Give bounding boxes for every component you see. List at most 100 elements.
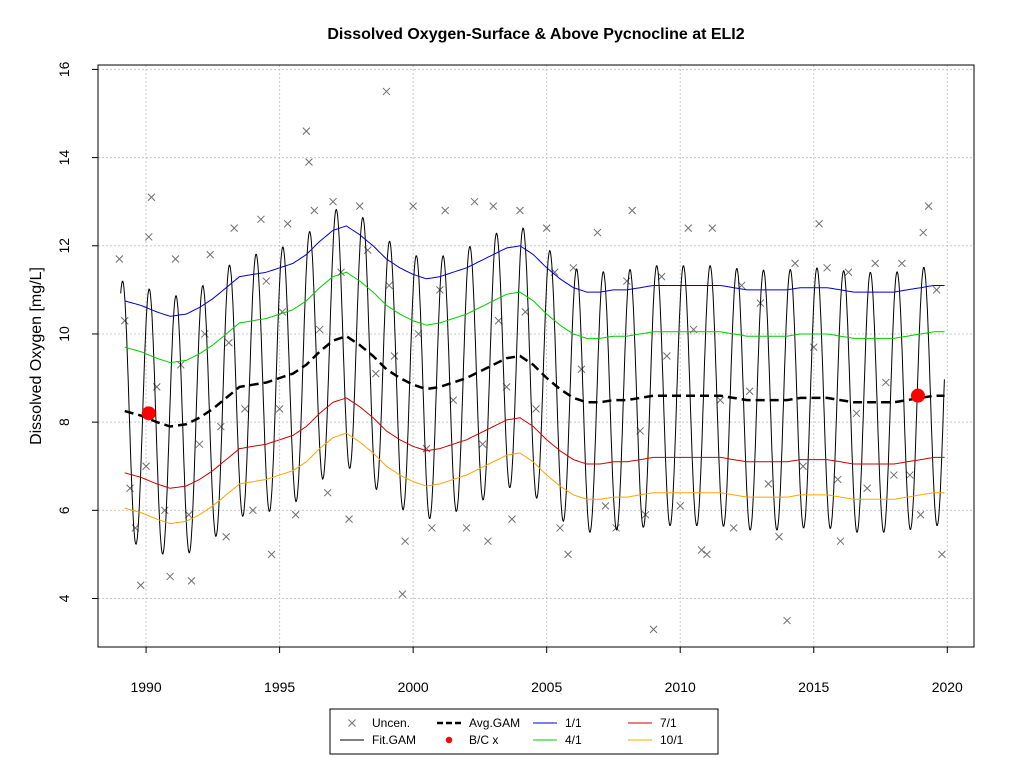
observation-point	[494, 316, 503, 325]
observation-point	[305, 158, 313, 166]
observation-point	[697, 546, 706, 554]
observation-point	[401, 537, 409, 546]
observation-point	[329, 197, 337, 206]
x-tick-label: 2005	[531, 679, 562, 695]
observation-point	[703, 550, 711, 559]
observation-point	[815, 219, 823, 228]
legend-label: Uncen.	[372, 716, 410, 730]
legend-item: 10/1	[628, 733, 684, 747]
x-tick-label: 2015	[798, 679, 829, 695]
legend-label: B/C x	[469, 733, 498, 747]
observation-point	[390, 352, 399, 360]
seasonal-series	[124, 225, 945, 525]
observation-point	[882, 378, 890, 387]
observation-point	[657, 272, 666, 281]
observation-point	[120, 316, 129, 325]
observation-point	[729, 524, 738, 532]
bc-point	[141, 406, 156, 421]
observation-point	[924, 202, 933, 210]
legend-item: Uncen.	[348, 716, 410, 730]
observation-point	[478, 440, 487, 449]
observation-point	[257, 215, 265, 224]
observation-point	[126, 484, 134, 493]
legend-swatch	[348, 719, 356, 727]
observation-point	[516, 206, 524, 215]
observation-point	[262, 277, 271, 285]
legend-label: 7/1	[660, 716, 677, 730]
observation-point	[764, 480, 773, 488]
observation-point	[115, 255, 124, 263]
observation-point	[217, 422, 225, 431]
legend-label: Fit.GAM	[372, 733, 416, 747]
observation-point	[799, 462, 807, 471]
observation-point	[649, 625, 658, 634]
observation-point	[462, 524, 471, 532]
y-tick-label: 12	[56, 238, 72, 254]
observation-point	[564, 550, 572, 559]
observation-point	[302, 127, 311, 135]
observation-point	[160, 506, 169, 515]
observation-point	[382, 87, 391, 96]
observation-point	[852, 409, 861, 418]
series-7-1-line	[124, 397, 945, 489]
avg-gam-series	[124, 334, 945, 428]
x-tick-label: 2010	[665, 679, 696, 695]
x-tick-label: 2000	[398, 679, 429, 695]
legend-item: Fit.GAM	[340, 733, 416, 747]
observation-point	[890, 471, 898, 479]
legend-label: 10/1	[660, 733, 684, 747]
observation-point	[676, 502, 685, 510]
observation-point	[906, 471, 914, 479]
y-tick-label: 14	[56, 150, 72, 166]
observation-point	[938, 550, 946, 559]
observation-point	[663, 352, 671, 360]
x-tick-label: 1990	[130, 679, 161, 695]
legend-item: Avg.GAM	[437, 716, 520, 730]
observation-point	[206, 250, 215, 259]
observation-point	[932, 286, 941, 294]
observation-point	[371, 369, 380, 378]
observation-point	[409, 202, 417, 210]
observation-point	[556, 524, 564, 532]
observation-point	[323, 488, 332, 497]
avg-gam-line	[124, 334, 945, 428]
y-tick-label: 8	[56, 418, 72, 426]
legend-item: B/C x	[445, 733, 498, 747]
y-axis: 4 6 8 10 12 14 16	[56, 61, 98, 602]
observation-point	[484, 537, 492, 546]
y-tick-label: 6	[56, 506, 72, 514]
legend-item: 7/1	[628, 716, 677, 730]
observation-point	[142, 462, 150, 471]
legend-label: 4/1	[565, 733, 582, 747]
y-tick-label: 4	[56, 594, 72, 602]
observation-point	[622, 277, 631, 285]
observation-point	[345, 515, 353, 523]
series-1-1-line	[124, 225, 945, 317]
observation-point	[310, 206, 319, 215]
observation-point	[836, 537, 845, 546]
observation-point	[783, 616, 791, 625]
observation-point	[230, 224, 239, 232]
observation-point	[427, 524, 436, 532]
observation-point	[833, 475, 842, 484]
legend-box	[329, 708, 719, 755]
observation-point	[716, 396, 725, 404]
observation-point	[187, 577, 196, 585]
fit-gam-line	[120, 208, 945, 555]
observation-point	[267, 550, 276, 559]
series-4-1-line	[124, 271, 945, 364]
series-10-1-line	[124, 432, 945, 525]
observation-point	[628, 206, 636, 215]
legend-item: 1/1	[533, 716, 582, 730]
observation-point	[684, 224, 693, 232]
observation-point	[441, 206, 450, 215]
observation-point	[871, 259, 880, 268]
x-tick-label: 1995	[264, 679, 295, 695]
observation-point	[532, 405, 540, 413]
observation-point	[398, 590, 407, 598]
observation-point	[225, 338, 233, 347]
observation-point	[577, 365, 586, 374]
x-axis: 1990 1995 2000 2005 2010 2015 2020	[130, 647, 963, 695]
observation-point	[542, 224, 551, 232]
fit-gam-series	[120, 208, 945, 555]
